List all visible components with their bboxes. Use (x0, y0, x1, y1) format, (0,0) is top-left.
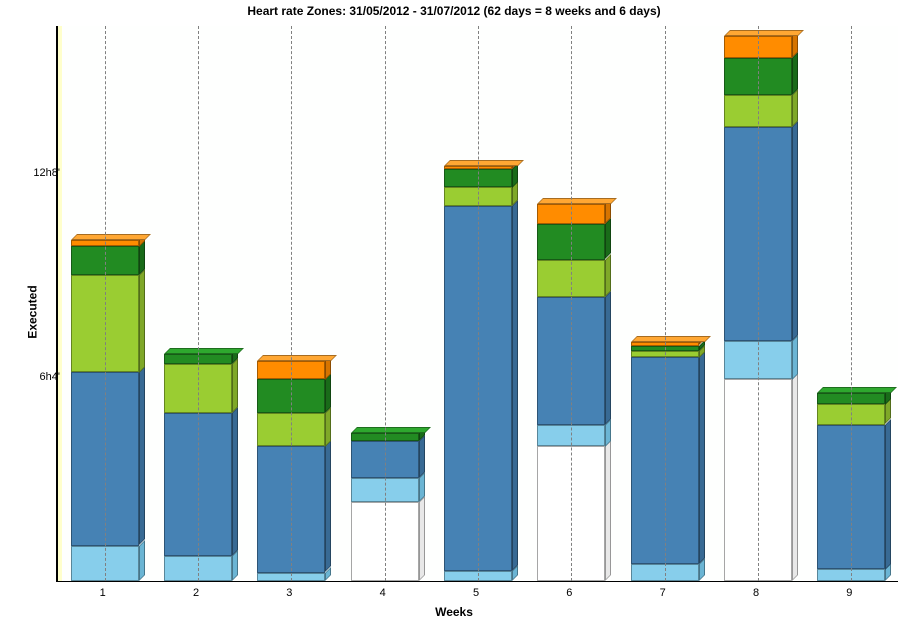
bar-top-cap (724, 30, 804, 36)
bar-top-cap (71, 234, 151, 240)
grid-line (105, 26, 106, 581)
grid-line (198, 26, 199, 581)
plot-area (56, 26, 898, 582)
grid-line (851, 26, 852, 581)
y-tick-label: 12h8' (33, 167, 60, 179)
grid-line (758, 26, 759, 581)
grid-line (385, 26, 386, 581)
bar-segment-side-blue (699, 351, 705, 564)
bar-segment-side-green (605, 218, 611, 259)
bar-segment-side-blue (139, 366, 145, 545)
y-axis-label: Executed (26, 285, 40, 338)
x-tick-label: 1 (100, 587, 106, 599)
x-tick-label: 7 (660, 587, 666, 599)
chart-title: Heart rate Zones: 31/05/2012 - 31/07/201… (0, 4, 908, 18)
bar-segment-side-blue (232, 407, 238, 556)
bar-segment-side-blue (419, 435, 425, 478)
bar-segment-side-lightgreen (139, 269, 145, 373)
bar-top-cap (164, 348, 244, 354)
x-tick-label: 9 (846, 587, 852, 599)
bar-segment-side-lightgreen (232, 358, 238, 413)
bar-segment-side-green (792, 52, 798, 95)
bar-top-cap (537, 198, 617, 204)
grid-line (478, 26, 479, 581)
bar-segment-side-lightgreen (325, 407, 331, 447)
bar-segment-side-lightgreen (605, 254, 611, 297)
bar-segment-side-white (605, 440, 611, 581)
x-tick-label: 4 (380, 587, 386, 599)
bar-top-cap (351, 427, 431, 433)
bar-segment-side-blue (885, 419, 891, 570)
bar-segment-side-blue (325, 440, 331, 572)
hr-zones-chart: Heart rate Zones: 31/05/2012 - 31/07/201… (0, 0, 908, 623)
grid-line (665, 26, 666, 581)
x-tick-label: 6 (566, 587, 572, 599)
bar-segment-side-lightblue (139, 540, 145, 581)
x-axis-label: Weeks (0, 605, 908, 619)
bar-top-cap (444, 160, 524, 166)
x-tick-label: 3 (286, 587, 292, 599)
bar-segment-side-blue (792, 121, 798, 341)
bar-segment-side-white (792, 373, 798, 581)
bar-segment-side-blue (512, 200, 518, 571)
bar-top-cap (257, 355, 337, 361)
bar-top-cap (631, 336, 711, 342)
x-tick-label: 2 (193, 587, 199, 599)
y-tick-label: 6h4' (40, 371, 60, 383)
x-tick-label: 8 (753, 587, 759, 599)
bar-segment-side-white (419, 496, 425, 581)
bar-segment-side-lightblue (792, 335, 798, 380)
bar-segment-side-blue (605, 291, 611, 425)
grid-line (571, 26, 572, 581)
x-tick-label: 5 (473, 587, 479, 599)
bar-segment-side-green (325, 373, 331, 413)
grid-line (291, 26, 292, 581)
bar-top-cap (817, 387, 897, 393)
bar-segment-side-lightgreen (792, 89, 798, 127)
